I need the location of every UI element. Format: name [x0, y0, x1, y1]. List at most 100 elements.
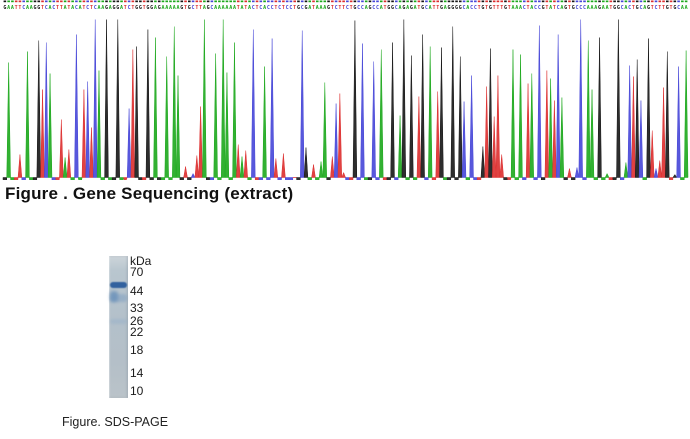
svg-text:G: G [368, 5, 371, 11]
svg-text:G: G [297, 5, 300, 11]
svg-text:G: G [402, 5, 405, 11]
svg-text:A: A [681, 5, 684, 11]
svg-text:G: G [33, 5, 36, 11]
svg-text:T: T [41, 5, 44, 11]
svg-text:A: A [79, 5, 82, 11]
svg-text:G: G [489, 5, 492, 11]
svg-text:A: A [30, 5, 33, 11]
svg-text:T: T [670, 5, 673, 11]
svg-text:C: C [94, 5, 97, 11]
svg-text:G: G [391, 5, 394, 11]
svg-text:G: G [135, 5, 138, 11]
svg-text:G: G [353, 5, 356, 11]
svg-text:T: T [478, 5, 481, 11]
sds-page-gel-lane [109, 256, 128, 398]
svg-text:T: T [384, 5, 387, 11]
svg-text:C: C [372, 5, 375, 11]
svg-text:A: A [154, 5, 157, 11]
svg-text:G: G [139, 5, 142, 11]
svg-text:A: A [591, 5, 594, 11]
svg-text:G: G [440, 5, 443, 11]
svg-text:A: A [549, 5, 552, 11]
svg-text:A: A [120, 5, 123, 11]
svg-text:T: T [256, 5, 259, 11]
svg-text:G: G [180, 5, 183, 11]
svg-text:T: T [350, 5, 353, 11]
svg-text:T: T [609, 5, 612, 11]
svg-text:A: A [380, 5, 383, 11]
svg-text:G: G [504, 5, 507, 11]
svg-text:G: G [673, 5, 676, 11]
svg-text:G: G [451, 5, 454, 11]
svg-text:C: C [628, 5, 631, 11]
svg-text:C: C [52, 5, 55, 11]
svg-text:T: T [199, 5, 202, 11]
svg-text:C: C [346, 5, 349, 11]
svg-text:G: G [37, 5, 40, 11]
svg-text:A: A [320, 5, 323, 11]
svg-text:T: T [15, 5, 18, 11]
svg-text:T: T [82, 5, 85, 11]
svg-text:T: T [90, 5, 93, 11]
svg-text:A: A [515, 5, 518, 11]
svg-text:T: T [432, 5, 435, 11]
gel-marker-label-18: 18 [130, 343, 144, 357]
svg-text:A: A [26, 5, 29, 11]
svg-text:A: A [177, 5, 180, 11]
svg-text:G: G [666, 5, 669, 11]
svg-text:C: C [271, 5, 274, 11]
svg-text:T: T [131, 5, 134, 11]
svg-text:T: T [143, 5, 146, 11]
svg-text:T: T [496, 5, 499, 11]
svg-text:C: C [677, 5, 680, 11]
figure-caption-gene-sequencing: Figure . Gene Sequencing (extract) [5, 184, 294, 203]
svg-text:C: C [128, 5, 131, 11]
svg-text:T: T [56, 5, 59, 11]
svg-text:T: T [553, 5, 556, 11]
svg-text:T: T [60, 5, 63, 11]
svg-text:C: C [259, 5, 262, 11]
svg-text:C: C [395, 5, 398, 11]
svg-text:G: G [158, 5, 161, 11]
svg-text:A: A [602, 5, 605, 11]
svg-text:C: C [361, 5, 364, 11]
svg-text:G: G [188, 5, 191, 11]
svg-text:G: G [387, 5, 390, 11]
svg-text:G: G [327, 5, 330, 11]
gel-marker-label-22: 22 [130, 325, 144, 339]
gel-marker-label-10: 10 [130, 384, 144, 398]
svg-text:A: A [222, 5, 225, 11]
svg-text:T: T [282, 5, 285, 11]
svg-text:G: G [447, 5, 450, 11]
svg-text:T: T [312, 5, 315, 11]
svg-text:A: A [71, 5, 74, 11]
svg-text:A: A [519, 5, 522, 11]
svg-text:G: G [146, 5, 149, 11]
svg-text:A: A [365, 5, 368, 11]
svg-text:C: C [639, 5, 642, 11]
svg-text:A: A [323, 5, 326, 11]
svg-text:G: G [598, 5, 601, 11]
gel-marker-label-70: 70 [130, 265, 144, 279]
svg-text:C: C [45, 5, 48, 11]
svg-text:T: T [417, 5, 420, 11]
svg-text:C: C [278, 5, 281, 11]
svg-text:G: G [304, 5, 307, 11]
svg-text:A: A [587, 5, 590, 11]
svg-text:G: G [481, 5, 484, 11]
svg-text:T: T [545, 5, 548, 11]
svg-text:T: T [338, 5, 341, 11]
svg-text:A: A [49, 5, 52, 11]
svg-text:G: G [459, 5, 462, 11]
svg-text:A: A [414, 5, 417, 11]
svg-text:A: A [109, 5, 112, 11]
svg-text:G: G [410, 5, 413, 11]
svg-text:T: T [527, 5, 530, 11]
svg-text:G: G [572, 5, 575, 11]
gel-marker-label-26: 26 [130, 314, 144, 328]
svg-text:T: T [436, 5, 439, 11]
gel-marker-label-44: 44 [130, 284, 144, 298]
svg-text:C: C [75, 5, 78, 11]
